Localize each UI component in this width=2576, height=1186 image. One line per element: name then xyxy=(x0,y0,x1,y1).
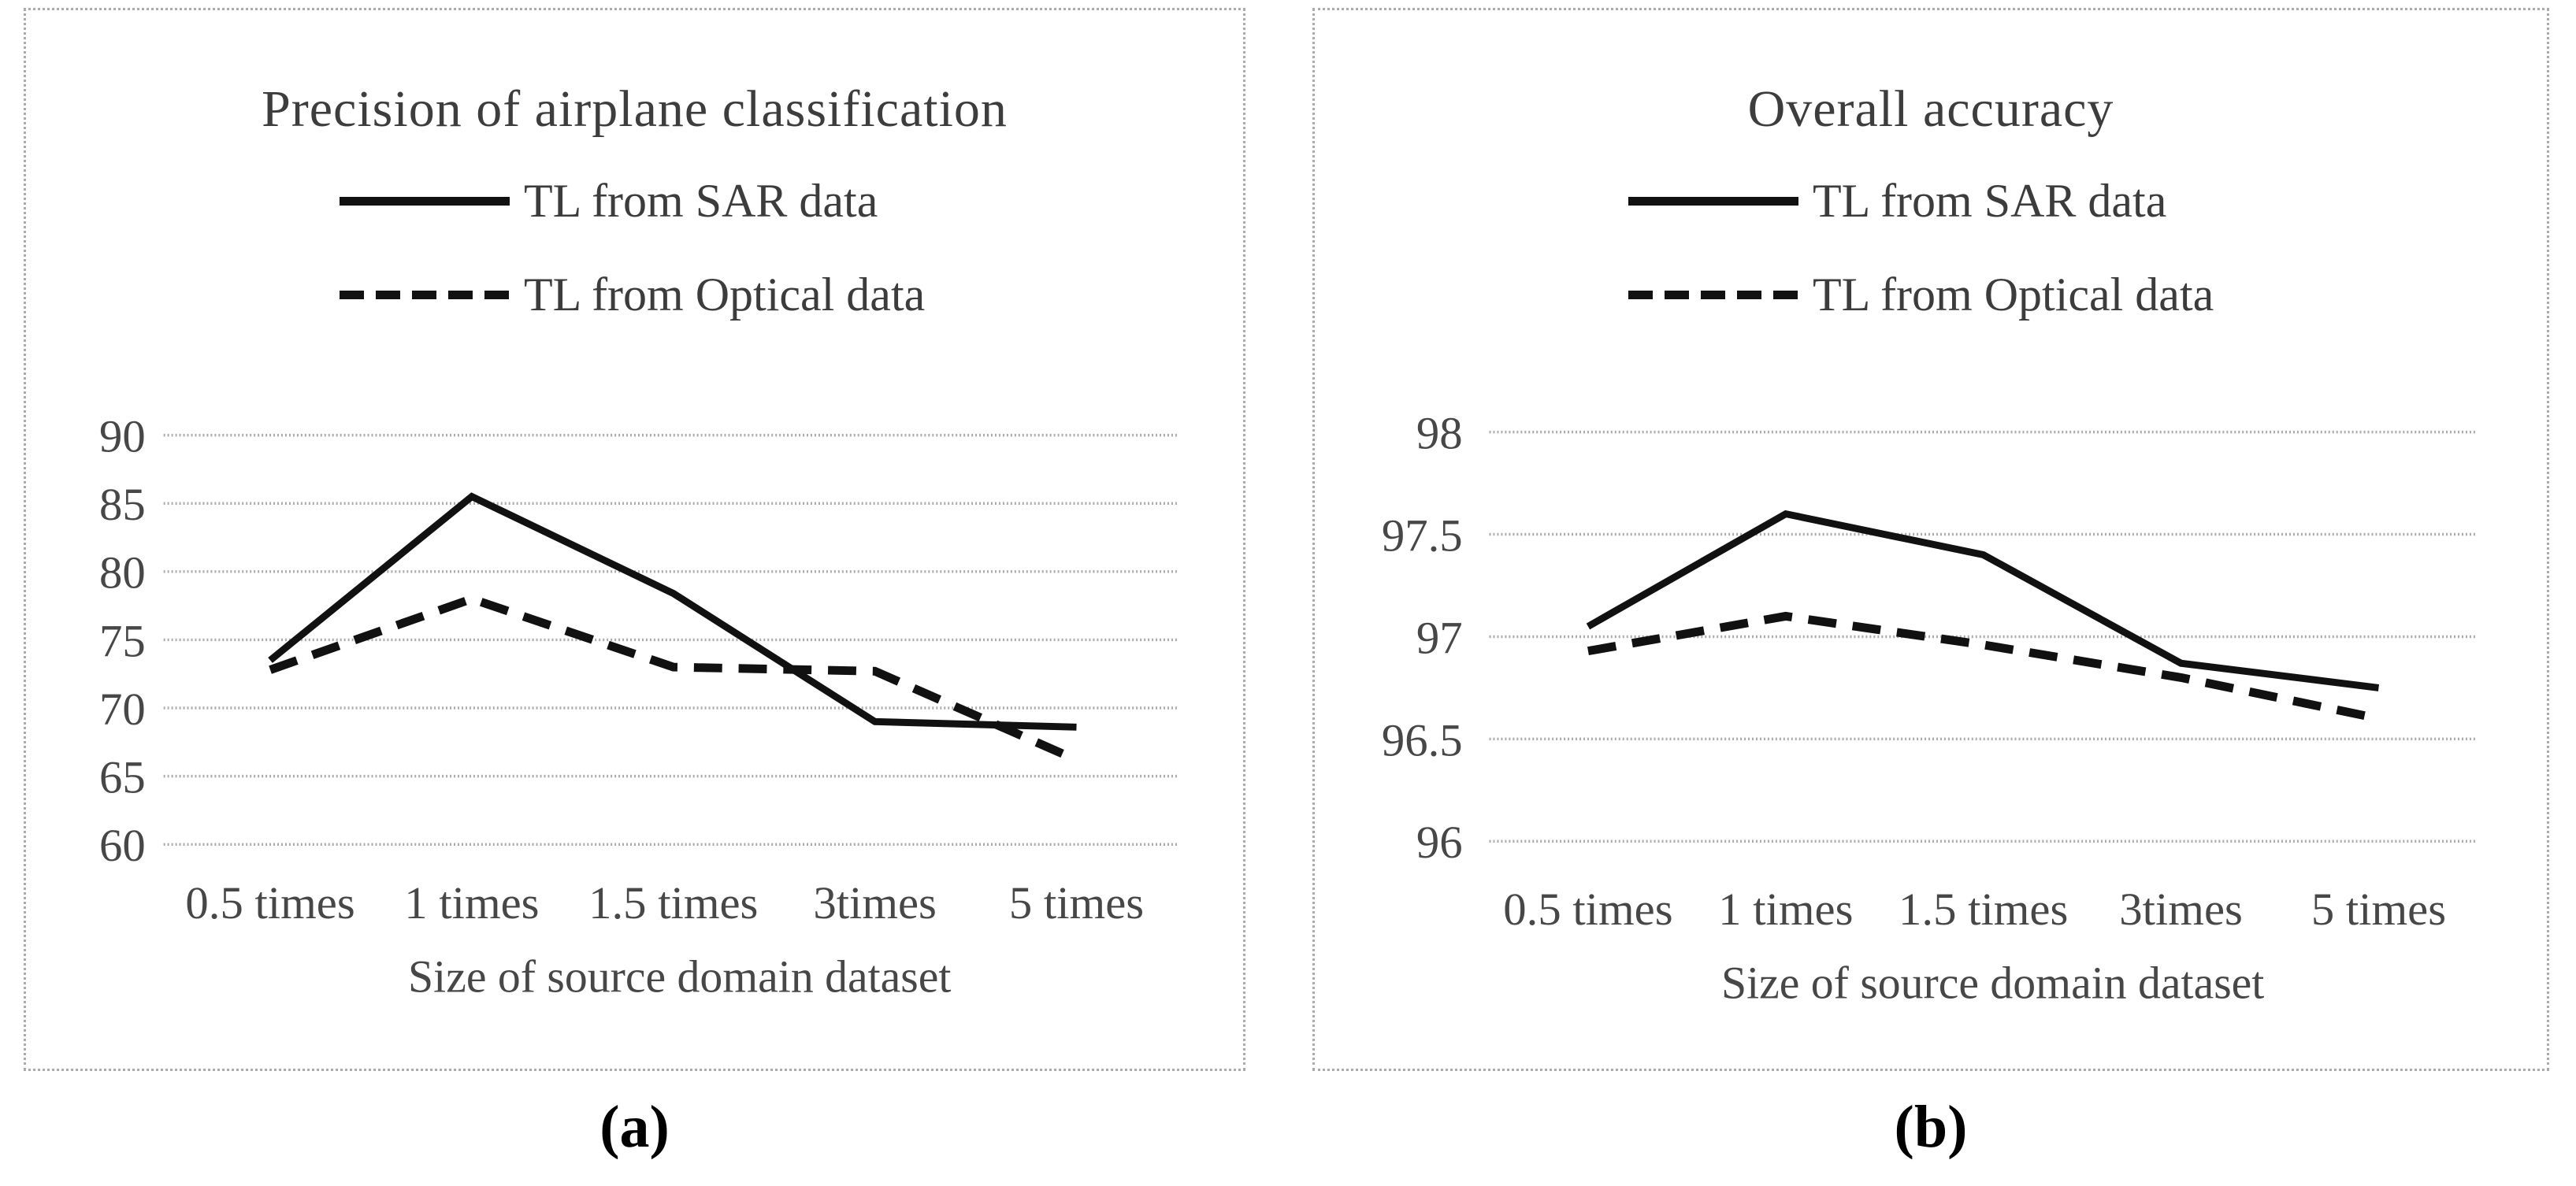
legend-label-sar: TL from SAR data xyxy=(524,175,878,227)
panel-caption-a: (a) xyxy=(599,1094,670,1160)
dashed-line-icon xyxy=(340,291,510,299)
y-tick-label: 75 xyxy=(99,615,146,666)
x-tick-label: 5 times xyxy=(1009,877,1144,928)
x-tick-label: 0.5 times xyxy=(185,877,354,928)
y-tick-label: 80 xyxy=(99,547,146,599)
legend-b: TL from SAR data TL from Optical data xyxy=(1628,174,2214,322)
solid-line-icon xyxy=(1628,197,1798,206)
y-tick-label: 85 xyxy=(99,479,146,530)
series-line-sar xyxy=(1586,510,2380,691)
chart-title-a: Precision of airplane classification xyxy=(262,80,1008,138)
y-tick-label: 70 xyxy=(99,684,146,735)
chart-panel-b: Overall accuracy TL from SAR data TL fro… xyxy=(1312,8,2549,1071)
y-tick-label: 90 xyxy=(99,410,146,461)
panel-caption-b: (b) xyxy=(1894,1094,1968,1160)
chart-title-b: Overall accuracy xyxy=(1747,80,2114,138)
y-tick-label: 65 xyxy=(99,752,146,803)
dashed-line-icon xyxy=(1628,291,1798,299)
x-tick-label: 1.5 times xyxy=(1899,884,2068,935)
legend-label-optical: TL from Optical data xyxy=(524,269,926,321)
y-tick-label: 97.5 xyxy=(1382,510,1463,561)
y-tick-label: 96.5 xyxy=(1382,714,1463,765)
chart-panel-a: Precision of airplane classification TL … xyxy=(24,8,1245,1071)
x-tick-label: 1 times xyxy=(404,877,539,928)
x-tick-label: 5 times xyxy=(2311,884,2446,935)
y-tick-label: 60 xyxy=(99,820,146,871)
legend-item-optical: TL from Optical data xyxy=(340,268,925,322)
plot-area-a: 90 85 80 75 70 65 60 0.5 times 1 times 1.5 times 3… xyxy=(99,410,1177,1002)
x-axis-title: Size of source domain dataset xyxy=(408,952,951,1002)
x-tick-label: 3times xyxy=(813,877,937,928)
legend-item-sar: TL from SAR data xyxy=(340,174,925,228)
legend-a: TL from SAR data TL from Optical data xyxy=(340,174,925,322)
series-line-optical xyxy=(269,594,1078,764)
y-tick-label: 98 xyxy=(1416,408,1463,459)
x-tick-label: 0.5 times xyxy=(1503,884,1672,935)
plot-area-b: 98 97.5 97 96.5 96 0.5 times 1 times 1.5 times 3… xyxy=(1382,408,2478,1008)
x-axis-title: Size of source domain dataset xyxy=(1721,958,2264,1008)
solid-line-icon xyxy=(340,197,510,206)
x-tick-label: 1 times xyxy=(1718,884,1853,935)
y-tick-label: 97 xyxy=(1416,612,1463,663)
x-tick-label: 1.5 times xyxy=(588,877,758,928)
series-line-sar xyxy=(268,492,1077,731)
legend-item-sar: TL from SAR data xyxy=(1628,174,2214,228)
legend-label-optical: TL from Optical data xyxy=(1813,269,2214,321)
series-line-optical xyxy=(1587,611,2380,723)
legend-label-sar: TL from SAR data xyxy=(1813,175,2167,227)
legend-item-optical: TL from Optical data xyxy=(1628,268,2214,322)
y-tick-label: 96 xyxy=(1416,817,1463,868)
x-tick-label: 3times xyxy=(2119,884,2243,935)
